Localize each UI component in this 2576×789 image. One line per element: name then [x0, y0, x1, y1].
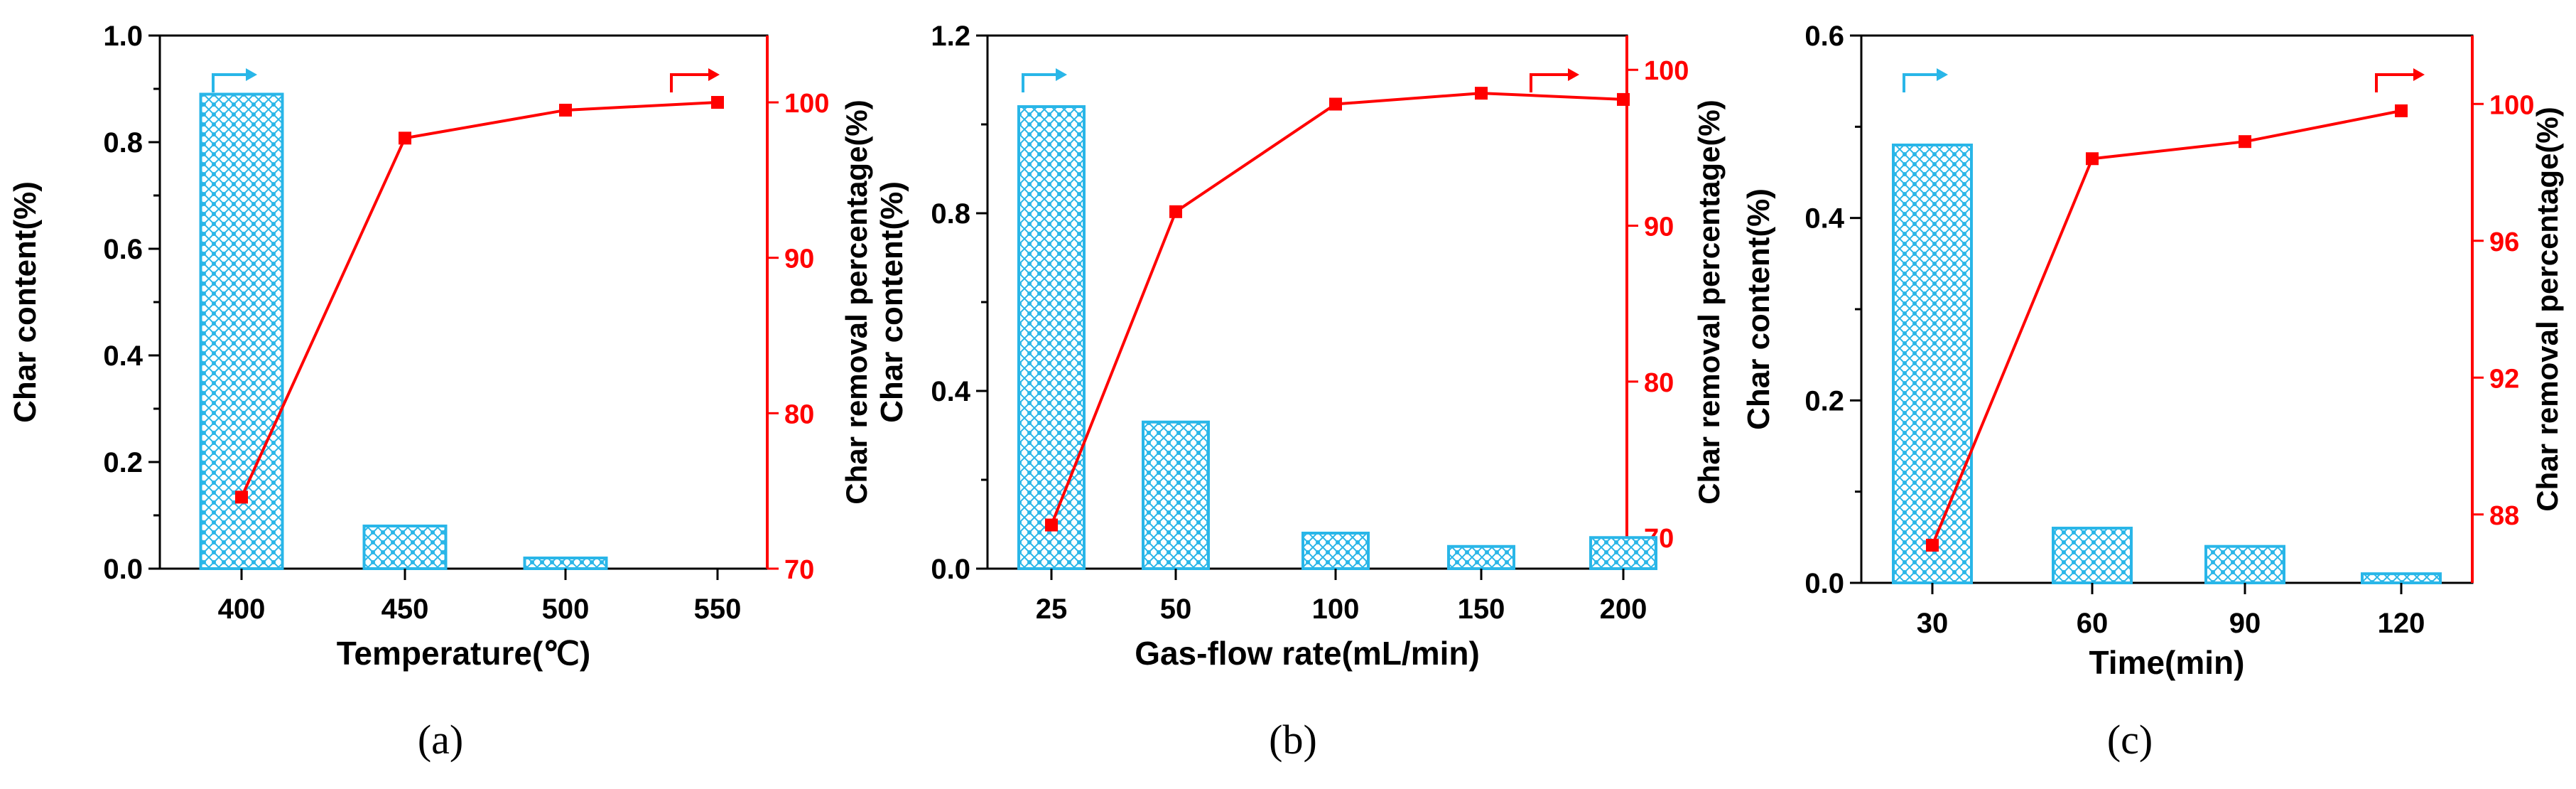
- bar-200: [1589, 536, 1657, 570]
- removal-point-120: [2395, 104, 2408, 117]
- left-axis-arrow: [1022, 73, 1059, 92]
- removal-point-50: [1169, 205, 1182, 218]
- x-tick-label: 200: [1600, 594, 1647, 625]
- x-tick-label: 550: [694, 594, 742, 625]
- y2-axis-label: Char removal percentage(%): [2531, 107, 2564, 512]
- left-tick-label: 0.4: [103, 340, 143, 372]
- left-tick-label: 0.0: [931, 554, 970, 585]
- left-tick-label: 0.6: [1804, 21, 1844, 52]
- x-tick-label: 30: [1917, 608, 1949, 639]
- x-tick-label: 500: [542, 594, 590, 625]
- bar-25: [1017, 105, 1086, 570]
- removal-point-25: [1045, 518, 1058, 532]
- bar-50: [1142, 420, 1210, 570]
- x-axis-label: Gas-flow rate(mL/min): [1135, 635, 1480, 672]
- right-axis-arrow: [670, 73, 710, 92]
- left-tick-label: 1.2: [931, 21, 970, 52]
- removal-point-450: [399, 132, 411, 145]
- bar-120: [2361, 572, 2442, 585]
- x-tick-label: 100: [1312, 594, 1360, 625]
- x-axis-label: Time(min): [2089, 644, 2245, 681]
- left-tick-label: 0.8: [103, 127, 143, 159]
- right-tick-label: 100: [1644, 56, 1689, 86]
- removal-line: [1050, 92, 1624, 526]
- removal-point-90: [2239, 135, 2251, 149]
- removal-point-100: [1329, 97, 1342, 111]
- x-tick-label: 50: [1160, 594, 1192, 625]
- right-axis-arrow-head: [708, 68, 720, 81]
- x-tick-label: 90: [2229, 608, 2261, 639]
- right-axis-arrow-head: [2413, 68, 2425, 81]
- left-tick-label: 0.6: [103, 234, 143, 265]
- left-axis-arrow-head: [246, 68, 257, 81]
- removal-line: [240, 101, 718, 498]
- left-tick-label: 0.8: [931, 198, 970, 230]
- removal-point-150: [1475, 87, 1488, 100]
- left-tick-label: 0.4: [931, 376, 970, 407]
- x-tick-label: 25: [1036, 594, 1068, 625]
- right-tick-label: 88: [2489, 501, 2519, 531]
- bar-30: [1892, 144, 1973, 584]
- right-tick-label: 100: [784, 89, 829, 119]
- chart-panel-1: 0.0 0.2 0.4 0.6 0.8 1.0 70 80 90 100 400 450 500 550 T…: [8, 21, 873, 763]
- right-tick-label: 100: [2489, 90, 2534, 120]
- y-axis-label: Char content(%): [1741, 188, 1776, 430]
- right-axis-arrow: [1530, 73, 1570, 92]
- bar-100: [1301, 532, 1370, 570]
- right-tick-label: 92: [2489, 364, 2519, 394]
- removal-point-200: [1617, 92, 1630, 106]
- left-tick-label: 0.0: [103, 554, 143, 585]
- right-tick-label: 80: [1644, 368, 1674, 398]
- right-tick-label: 70: [784, 555, 814, 585]
- removal-point-60: [2086, 152, 2099, 166]
- y2-axis-label: Char removal percentage(%): [1692, 100, 1726, 505]
- panel-label: (a): [418, 716, 463, 763]
- x-tick-label: 450: [381, 594, 429, 625]
- x-tick-label: 120: [2378, 608, 2425, 639]
- removal-point-500: [559, 103, 572, 117]
- left-axis-arrow: [212, 73, 249, 92]
- right-tick-label: 90: [784, 245, 814, 274]
- x-tick-label: 60: [2077, 608, 2109, 639]
- bar-60: [2052, 527, 2133, 584]
- x-tick-label: 400: [218, 594, 266, 625]
- removal-line: [1931, 109, 2402, 546]
- y-axis-label: Char content(%): [8, 181, 43, 423]
- left-tick-label: 0.2: [103, 447, 143, 478]
- removal-point-30: [1926, 539, 1939, 552]
- y2-axis-label: Char removal percentage(%): [840, 100, 873, 505]
- left-tick-label: 0.2: [1804, 385, 1844, 417]
- bar-450: [362, 525, 448, 570]
- removal-point-550: [711, 96, 724, 109]
- right-axis-arrow-head: [1568, 68, 1579, 81]
- right-tick-label: 90: [1644, 213, 1674, 242]
- bar-150: [1447, 544, 1515, 570]
- panel-label: (b): [1269, 716, 1317, 763]
- x-tick-label: 150: [1458, 594, 1505, 625]
- right-tick-label: 80: [784, 399, 814, 429]
- left-axis-arrow: [1903, 73, 1939, 92]
- y-axis-label: Char content(%): [875, 181, 909, 423]
- bar-90: [2204, 544, 2285, 585]
- removal-point-400: [235, 490, 248, 504]
- left-tick-label: 0.0: [1804, 568, 1844, 599]
- left-axis-arrow-head: [1937, 68, 1948, 81]
- left-tick-label: 0.4: [1804, 203, 1844, 235]
- left-tick-label: 1.0: [103, 21, 143, 52]
- x-axis-label: Temperature(℃): [337, 635, 591, 672]
- panel-label: (c): [2107, 716, 2153, 763]
- chart-panel-3: 0.0 0.2 0.4 0.6 88 92 96 100 30 60 90 120 Time(min) C…: [1741, 21, 2564, 763]
- right-tick-label: 96: [2489, 227, 2519, 257]
- right-axis-arrow: [2375, 73, 2415, 92]
- left-axis-arrow-head: [1056, 68, 1067, 81]
- bar-500: [523, 557, 608, 570]
